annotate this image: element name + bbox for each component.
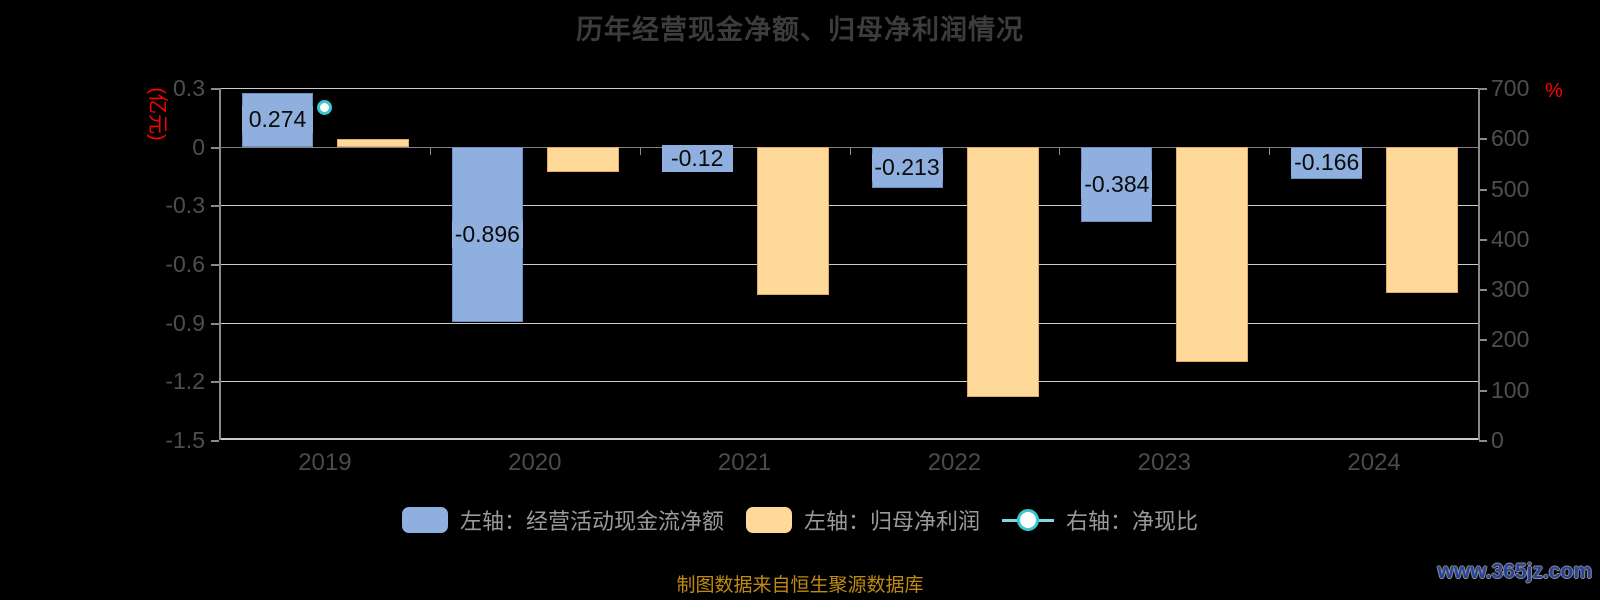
legend: 左轴：经营活动现金流净额 左轴：归母净利润 右轴：净现比: [0, 504, 1600, 536]
left-axis-tick-label: -0.6: [165, 251, 205, 277]
x-axis-label-2024: 2024: [1347, 449, 1401, 476]
x-axis-label-2020: 2020: [508, 449, 562, 476]
left-axis-tick-label: 0.3: [173, 75, 205, 101]
bar-value-label: -0.384: [1081, 170, 1153, 198]
left-axis-tick-label: 0: [192, 133, 205, 160]
bar-profit-2022: [966, 146, 1039, 397]
right-axis-tick-label: 200: [1491, 326, 1530, 353]
x-axis-label-2021: 2021: [717, 449, 772, 476]
gridline: [220, 205, 1479, 207]
right-axis-tickmark: [1479, 289, 1487, 292]
right-axis-tickmark: [1479, 138, 1487, 141]
x-axis-tickmark: [1269, 146, 1271, 155]
ratio-point-2019: [317, 99, 333, 115]
x-axis-tickmark: [639, 146, 641, 155]
bottom-axis-line: [220, 438, 1479, 440]
left-axis-tick-label: -1.5: [165, 427, 205, 453]
right-axis-tick-label: 400: [1491, 225, 1530, 252]
bar-profit-2021: [756, 146, 829, 296]
x-axis-label-2019: 2019: [298, 449, 352, 476]
gridline: [220, 322, 1479, 324]
right-axis-tickmark: [1479, 389, 1487, 392]
right-axis-tick-label: 500: [1491, 175, 1530, 202]
cashflow-swatch-icon: [401, 507, 448, 533]
right-axis-tickmark: [1479, 440, 1487, 442]
legend-item-ratio[interactable]: 右轴：净现比: [1002, 504, 1198, 536]
gridline: [220, 88, 1479, 89]
left-axis-tickmark: [211, 205, 219, 208]
legend-label-cashflow: 左轴：经营活动现金流净额: [459, 509, 724, 534]
left-axis-tickmark: [211, 146, 219, 149]
x-axis-label-2023: 2023: [1137, 449, 1191, 476]
legend-label-ratio: 右轴：净现比: [1066, 509, 1199, 534]
right-axis-line: [1478, 88, 1480, 440]
left-axis-tickmark: [211, 88, 219, 90]
left-axis-tick-label: -1.2: [165, 368, 205, 395]
profit-swatch-icon: [745, 507, 792, 533]
bar-value-label: -0.12: [661, 144, 733, 172]
right-axis-tickmark: [1479, 339, 1487, 342]
plot-area: 0.274 -0.896 -0.12 -0.213 -0.384 -0.166: [211, 88, 1487, 442]
x-axis-tickmark: [429, 146, 431, 155]
x-axis-label-2022: 2022: [927, 449, 982, 476]
right-axis-tick-label: 300: [1491, 276, 1530, 303]
left-axis-tickmark: [211, 264, 219, 266]
left-axis-line: [219, 88, 221, 440]
bar-value-label: -0.896: [451, 220, 523, 248]
gridline: [220, 381, 1479, 383]
legend-item-cashflow[interactable]: 左轴：经营活动现金流净额: [401, 504, 724, 536]
left-axis-tickmark: [211, 440, 219, 442]
watermark: www.365jz.com: [1437, 560, 1592, 583]
ratio-line-marker-icon: [1002, 507, 1054, 533]
left-axis-tickmark: [211, 381, 219, 384]
legend-label-profit: 左轴：归母净利润: [803, 509, 980, 534]
footer-data-source: 制图数据来自恒生聚源数据库: [676, 575, 924, 596]
right-axis-tick-label: 100: [1491, 376, 1530, 403]
bar-value-label: -0.166: [1291, 149, 1363, 177]
right-axis-tickmark: [1479, 188, 1487, 191]
gridline: [220, 264, 1479, 265]
right-axis-unit-label: %: [1545, 80, 1563, 102]
bar-profit-2020: [546, 146, 619, 173]
bar-value-label: 0.274: [242, 106, 313, 134]
right-axis-tickmark: [1479, 238, 1487, 241]
bar-profit-2023: [1176, 146, 1249, 362]
x-axis-tickmark: [849, 146, 851, 155]
bar-profit-2019: [337, 138, 409, 147]
x-axis-tickmark: [1059, 146, 1061, 155]
bar-value-label: -0.213: [871, 154, 943, 181]
left-axis-tickmark: [211, 322, 219, 325]
chart-title: 历年经营现金净额、归母净利润情况: [576, 15, 1024, 45]
bar-profit-2024: [1386, 146, 1459, 294]
right-axis-tick-label: 700: [1491, 75, 1530, 101]
legend-item-profit[interactable]: 左轴：归母净利润: [745, 504, 980, 536]
right-axis-tick-label: 600: [1491, 125, 1530, 152]
left-axis-tick-label: -0.3: [165, 192, 205, 219]
right-axis-tickmark: [1479, 88, 1487, 90]
left-axis-tick-label: -0.9: [165, 309, 205, 336]
right-axis-tick-label: 0: [1491, 427, 1504, 453]
